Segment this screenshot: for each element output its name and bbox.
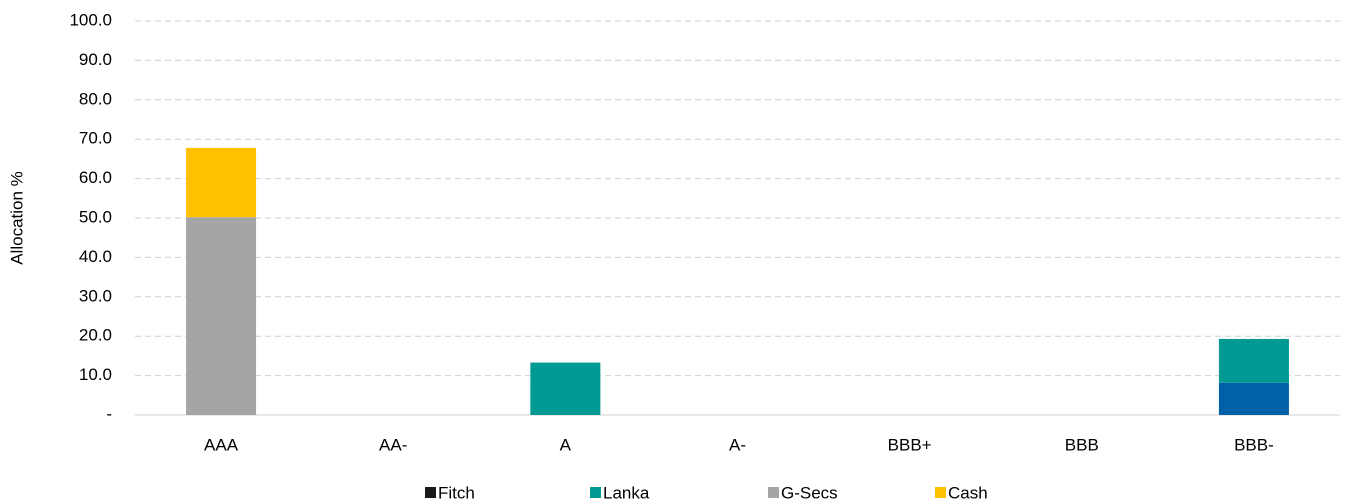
legend-label: Fitch [438,483,475,502]
x-tick-label: BBB+ [888,435,932,454]
x-tick-label: AA- [379,435,407,454]
legend-swatch [590,487,601,498]
y-tick-label: - [106,404,112,423]
bar-segment [186,217,257,415]
legend-swatch [935,487,946,498]
y-tick-label: 50.0 [79,207,112,226]
legend-swatch [425,487,436,498]
legend-label: G-Secs [781,483,838,502]
x-tick-label: BBB [1065,435,1099,454]
legend-label: Lanka [603,483,650,502]
legend-label: Cash [948,483,988,502]
x-tick-label: BBB- [1234,435,1274,454]
y-tick-label: 100.0 [69,10,112,29]
y-tick-label: 10.0 [79,365,112,384]
y-tick-label: 90.0 [79,50,112,69]
x-tick-label: A- [729,435,746,454]
bar-segment [186,147,257,218]
bar-segment [1218,338,1289,383]
y-axis-label: Allocation % [7,171,26,265]
bar-segment [530,362,601,415]
y-tick-label: 60.0 [79,168,112,187]
y-tick-label: 40.0 [79,247,112,266]
x-tick-label: AAA [204,435,239,454]
y-tick-label: 70.0 [79,129,112,148]
legend-swatch [768,487,779,498]
x-tick-label: A [560,435,572,454]
y-tick-label: 30.0 [79,286,112,305]
y-tick-label: 20.0 [79,326,112,345]
y-tick-label: 80.0 [79,89,112,108]
bar-segment [1218,382,1289,415]
